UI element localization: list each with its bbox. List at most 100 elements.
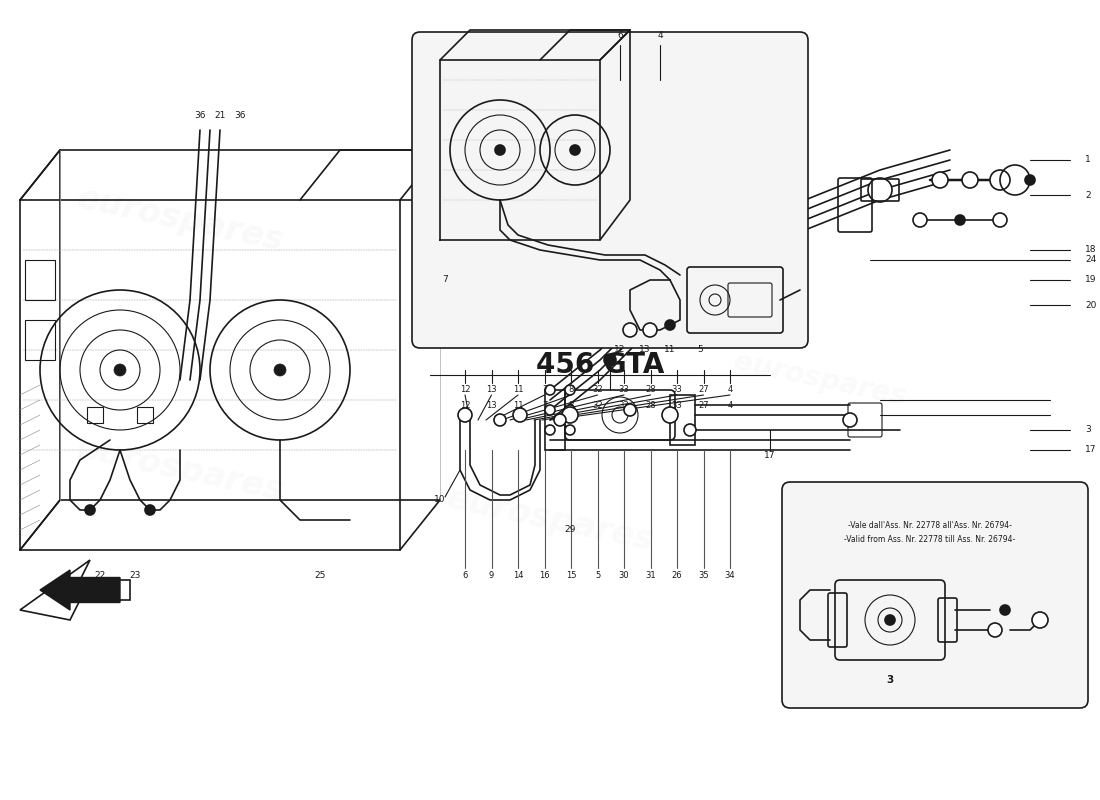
FancyBboxPatch shape	[782, 482, 1088, 708]
Circle shape	[565, 425, 575, 435]
Circle shape	[1032, 612, 1048, 628]
Text: 29: 29	[564, 526, 575, 534]
Text: 36: 36	[195, 110, 206, 119]
Text: 12: 12	[614, 346, 626, 354]
Text: 24: 24	[1085, 255, 1097, 265]
Text: 9: 9	[488, 570, 494, 579]
Circle shape	[562, 407, 578, 423]
Text: 27: 27	[698, 401, 708, 410]
Text: 33: 33	[618, 401, 629, 410]
Circle shape	[145, 505, 155, 515]
Text: 3: 3	[1085, 426, 1091, 434]
Text: 11: 11	[664, 346, 675, 354]
Text: 1: 1	[1085, 155, 1091, 165]
Circle shape	[495, 145, 505, 155]
Circle shape	[623, 323, 637, 337]
Circle shape	[85, 505, 95, 515]
Text: 5: 5	[697, 346, 703, 354]
Text: eurospares: eurospares	[443, 212, 657, 288]
Text: 28: 28	[646, 386, 656, 394]
Circle shape	[868, 178, 892, 202]
Text: 33: 33	[672, 401, 682, 410]
Text: 4: 4	[727, 386, 733, 394]
Text: 33: 33	[618, 386, 629, 394]
Circle shape	[668, 278, 692, 302]
Circle shape	[544, 385, 556, 395]
Text: 13: 13	[486, 401, 497, 410]
Text: 13: 13	[486, 386, 497, 394]
Circle shape	[644, 323, 657, 337]
Text: 3: 3	[887, 675, 893, 685]
Text: 7: 7	[442, 275, 448, 285]
Text: 8: 8	[569, 401, 574, 410]
Text: 20: 20	[1085, 301, 1097, 310]
Text: 27: 27	[698, 386, 708, 394]
Circle shape	[932, 172, 948, 188]
Circle shape	[993, 213, 1007, 227]
Text: 30: 30	[618, 570, 629, 579]
Circle shape	[666, 320, 675, 330]
Text: 6: 6	[462, 570, 468, 579]
Circle shape	[513, 408, 527, 422]
Text: 8: 8	[569, 386, 574, 394]
Text: 7: 7	[542, 386, 547, 394]
Circle shape	[684, 424, 696, 436]
Text: 2: 2	[1085, 190, 1090, 199]
Circle shape	[1000, 605, 1010, 615]
Text: 19: 19	[1085, 275, 1097, 285]
Circle shape	[554, 414, 566, 426]
Text: 18: 18	[1085, 246, 1097, 254]
Text: 15: 15	[565, 570, 576, 579]
Circle shape	[565, 385, 575, 395]
Circle shape	[988, 623, 1002, 637]
Text: 32: 32	[592, 401, 603, 410]
Text: 14: 14	[513, 570, 524, 579]
Text: 6: 6	[617, 30, 623, 39]
Circle shape	[565, 405, 575, 415]
Circle shape	[570, 145, 580, 155]
Circle shape	[544, 405, 556, 415]
Text: -Valid from Ass. Nr. 22778 till Ass. Nr. 26794-: -Valid from Ass. Nr. 22778 till Ass. Nr.…	[845, 535, 1015, 545]
FancyArrow shape	[40, 570, 120, 610]
Circle shape	[604, 354, 616, 366]
Circle shape	[544, 425, 556, 435]
Text: 31: 31	[646, 570, 656, 579]
Text: 33: 33	[672, 386, 682, 394]
Text: 7: 7	[542, 401, 547, 410]
Text: 17: 17	[1085, 446, 1097, 454]
Text: eurospares: eurospares	[74, 432, 287, 508]
Text: 28: 28	[646, 401, 656, 410]
FancyBboxPatch shape	[412, 32, 808, 348]
Polygon shape	[20, 560, 130, 620]
Circle shape	[962, 172, 978, 188]
Circle shape	[913, 213, 927, 227]
Text: 23: 23	[130, 570, 141, 579]
Text: 4: 4	[727, 401, 733, 410]
Text: 36: 36	[234, 110, 245, 119]
Text: 22: 22	[95, 570, 106, 579]
Text: 11: 11	[513, 401, 524, 410]
Text: 456 GTA: 456 GTA	[536, 351, 664, 379]
Text: 16: 16	[539, 570, 550, 579]
Text: 12: 12	[460, 401, 471, 410]
Text: 13: 13	[639, 346, 651, 354]
Text: 5: 5	[595, 570, 601, 579]
Circle shape	[990, 170, 1010, 190]
Circle shape	[662, 407, 678, 423]
Circle shape	[955, 215, 965, 225]
Text: 12: 12	[460, 386, 471, 394]
Text: 35: 35	[698, 570, 708, 579]
Circle shape	[458, 408, 472, 422]
Text: 32: 32	[592, 386, 603, 394]
Text: 25: 25	[315, 570, 326, 579]
Circle shape	[624, 404, 636, 416]
Circle shape	[768, 218, 792, 242]
Text: eurospares: eurospares	[443, 482, 657, 558]
Circle shape	[1025, 175, 1035, 185]
Text: eurospares: eurospares	[732, 348, 909, 412]
Circle shape	[843, 413, 857, 427]
Text: 4: 4	[657, 30, 663, 39]
Text: 17: 17	[764, 450, 776, 459]
Text: eurospares: eurospares	[74, 182, 287, 258]
Text: 10: 10	[434, 495, 446, 505]
